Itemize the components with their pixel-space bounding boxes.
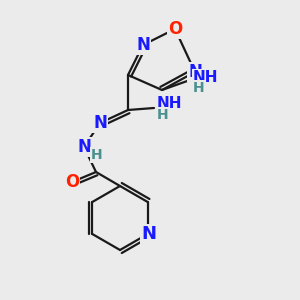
Text: H: H xyxy=(193,81,205,95)
Text: N: N xyxy=(77,138,91,156)
Text: H: H xyxy=(157,108,169,122)
Text: N: N xyxy=(93,114,107,132)
Text: NH: NH xyxy=(157,97,182,112)
Text: N: N xyxy=(141,225,156,243)
Text: N: N xyxy=(136,36,150,54)
Text: H: H xyxy=(91,148,103,162)
Text: O: O xyxy=(65,173,79,191)
Text: O: O xyxy=(168,20,182,38)
Text: NH: NH xyxy=(193,70,218,85)
Text: N: N xyxy=(188,63,202,81)
